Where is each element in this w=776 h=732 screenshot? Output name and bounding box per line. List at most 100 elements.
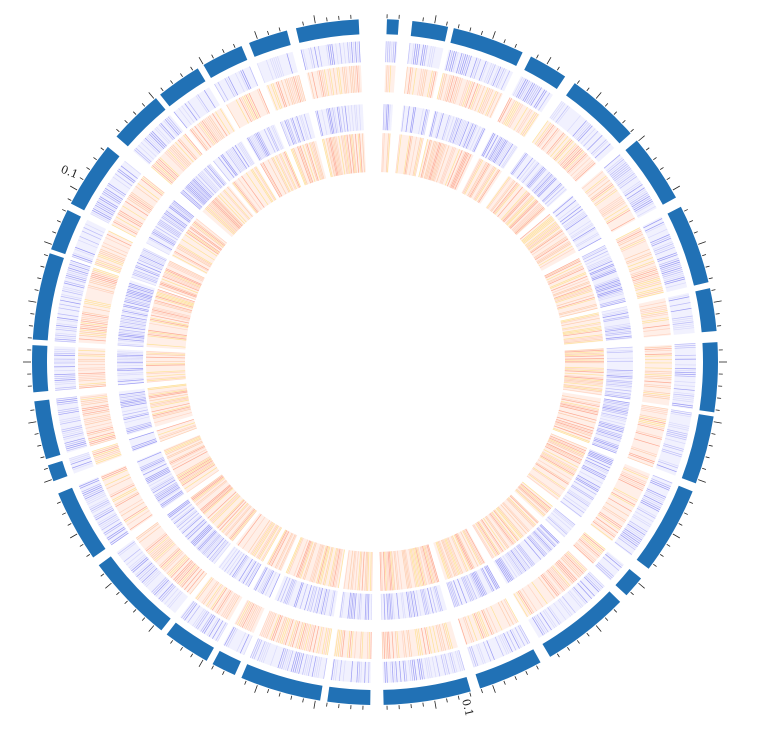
track-line <box>206 206 236 234</box>
track-line <box>338 135 346 175</box>
track-line <box>475 167 497 201</box>
track-line <box>279 534 297 571</box>
track-line <box>436 72 444 100</box>
track-line <box>469 163 490 198</box>
track-line <box>599 297 626 306</box>
track-line <box>224 78 235 98</box>
track-line <box>104 187 123 200</box>
track-line <box>540 455 575 476</box>
tick-mark <box>132 111 137 115</box>
track-line <box>464 123 476 149</box>
track-line <box>120 321 146 326</box>
track-line <box>609 161 627 176</box>
track-line <box>511 203 541 231</box>
track-line <box>554 508 576 526</box>
track-line <box>289 77 299 104</box>
ideogram-segment <box>450 28 523 66</box>
track-line <box>215 111 231 135</box>
track-line <box>643 218 663 229</box>
track-line <box>242 96 255 121</box>
track-line <box>604 324 631 330</box>
track-line <box>634 511 654 523</box>
track-line <box>446 75 455 102</box>
track-line <box>56 319 78 323</box>
track-line <box>147 384 187 391</box>
heatmap-tracks <box>53 41 696 683</box>
track-line <box>666 430 688 437</box>
track-line <box>387 593 391 620</box>
track-line <box>88 498 108 509</box>
track-line <box>157 223 180 238</box>
track-line <box>62 286 84 292</box>
track-line <box>151 577 167 593</box>
track-line <box>437 624 445 651</box>
track-line <box>391 661 394 683</box>
track-line <box>547 133 566 155</box>
track-line <box>255 166 277 201</box>
track-line <box>606 380 633 384</box>
track-line <box>602 201 626 218</box>
track-line <box>290 651 297 672</box>
tick-mark <box>254 685 258 693</box>
track-line <box>583 576 600 593</box>
track-line <box>140 142 157 157</box>
track-line <box>148 388 187 395</box>
track-line <box>423 109 430 136</box>
track-line <box>171 449 207 468</box>
tick-mark <box>422 17 424 22</box>
track-line <box>203 90 216 109</box>
track-line <box>500 190 528 221</box>
tick-mark <box>93 157 97 161</box>
tick-mark <box>180 73 183 78</box>
track-line <box>660 263 681 271</box>
tick-mark <box>480 30 483 35</box>
track-line <box>523 219 555 245</box>
track-line <box>576 475 600 490</box>
track-line <box>384 661 386 683</box>
track-line <box>454 78 463 105</box>
track-line <box>133 269 159 280</box>
track-line <box>79 479 100 489</box>
track-line <box>394 550 400 590</box>
track-line <box>447 50 453 71</box>
tick-mark <box>278 692 281 697</box>
track-band <box>520 214 576 271</box>
track-line <box>426 657 431 679</box>
track-line <box>280 153 297 190</box>
track-line <box>248 136 262 160</box>
track-line <box>252 134 266 158</box>
track-line <box>511 628 522 648</box>
ideogram-segment <box>241 664 323 701</box>
track-line <box>605 553 622 568</box>
track-line <box>213 160 230 182</box>
track-line <box>589 449 615 460</box>
track-line <box>142 569 159 585</box>
track-line <box>186 470 220 493</box>
track-line <box>193 527 213 547</box>
track-line <box>644 349 672 352</box>
track-line <box>256 132 270 156</box>
track-line <box>119 392 146 397</box>
track-line <box>111 487 137 501</box>
track-line <box>602 406 629 413</box>
track-line <box>418 108 424 135</box>
track-line <box>64 439 86 446</box>
track-line <box>331 548 340 587</box>
track-line <box>100 248 126 260</box>
track-line <box>300 114 309 140</box>
track-line <box>214 589 231 613</box>
track-line <box>618 478 643 491</box>
track-line <box>180 514 201 533</box>
track-line <box>274 532 293 569</box>
track-band <box>190 474 257 542</box>
track-line <box>211 494 240 523</box>
tick-mark <box>67 523 72 526</box>
track-line <box>517 544 534 566</box>
track-line <box>623 529 642 543</box>
track-line <box>661 450 682 458</box>
track-line <box>422 69 428 97</box>
track-line <box>159 584 175 601</box>
track-line <box>636 290 664 298</box>
track-line <box>62 430 84 437</box>
track-line <box>596 430 622 439</box>
